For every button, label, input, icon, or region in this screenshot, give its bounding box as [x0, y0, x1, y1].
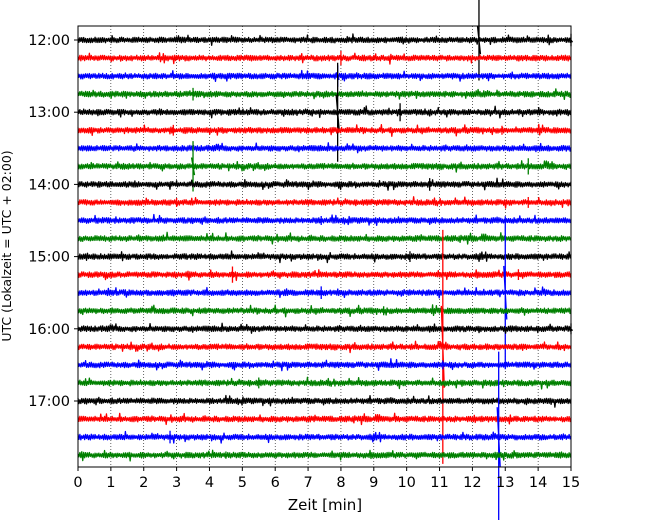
trace-row-16:15 — [77, 229, 572, 464]
trace-row-13:30 — [77, 142, 572, 154]
trace-row-12:15 — [77, 50, 572, 66]
trace-row-14:00 — [77, 177, 572, 191]
seismic-traces — [77, 0, 574, 520]
trace-row-13:45 — [77, 141, 572, 192]
trace-row-14:15 — [77, 196, 572, 209]
y-tick-label-17:00: 17:00 — [28, 394, 70, 410]
x-tick-label-5: 5 — [238, 475, 247, 491]
y-tick-label-14:00: 14:00 — [28, 177, 70, 193]
x-tick-label-0: 0 — [73, 475, 82, 491]
x-tick-label-9: 9 — [369, 475, 378, 491]
x-tick-label-15: 15 — [562, 475, 580, 491]
x-tick-label-3: 3 — [172, 475, 181, 491]
trace-row-14:45 — [77, 231, 572, 245]
trace-row-15:15 — [77, 266, 572, 283]
trace-row-17:45 — [77, 449, 572, 462]
trace-row-12:30 — [77, 65, 572, 87]
trace-row-16:45 — [77, 376, 572, 390]
x-tick-label-7: 7 — [303, 475, 312, 491]
y-tick-label-16:00: 16:00 — [28, 322, 70, 338]
axis-ticks: 0 1 2 3 4 5 6 7 8 9 10 11 12 13 14 1512:0013:0014:0015:… — [28, 33, 580, 491]
x-tick-label-6: 6 — [271, 475, 280, 491]
trace-row-14:30 — [77, 213, 572, 226]
trace-row-16:00 — [77, 322, 574, 335]
x-tick-label-10: 10 — [397, 475, 415, 491]
trace-row-12:45 — [77, 87, 572, 101]
x-axis-label: Zeit [min] — [288, 496, 362, 514]
x-tick-label-13: 13 — [496, 475, 514, 491]
x-tick-label-12: 12 — [463, 475, 481, 491]
trace-row-15:45 — [77, 304, 572, 318]
trace-row-17:30 — [77, 351, 572, 520]
trace-row-13:15 — [77, 123, 572, 137]
trace-row-17:15 — [77, 412, 572, 426]
y-tick-label-15:00: 15:00 — [28, 250, 70, 266]
trace-row-17:00 — [77, 394, 572, 408]
trace-row-15:30 — [77, 216, 572, 370]
x-tick-label-11: 11 — [430, 475, 448, 491]
x-tick-label-2: 2 — [139, 475, 148, 491]
trace-row-15:00 — [77, 250, 572, 264]
y-tick-label-13:00: 13:00 — [28, 105, 70, 121]
x-tick-label-1: 1 — [106, 475, 115, 491]
plot-area-frame — [77, 25, 572, 468]
y-tick-label-12:00: 12:00 — [28, 33, 70, 49]
trace-row-16:30 — [77, 358, 572, 372]
x-tick-label-4: 4 — [205, 475, 214, 491]
trace-row-12:00 — [77, 0, 574, 81]
x-tick-label-14: 14 — [529, 475, 547, 491]
y-axis-label: UTC (Lokalzeit = UTC + 02:00) — [0, 150, 14, 341]
trace-row-13:00 — [77, 62, 572, 162]
x-tick-label-8: 8 — [336, 475, 345, 491]
